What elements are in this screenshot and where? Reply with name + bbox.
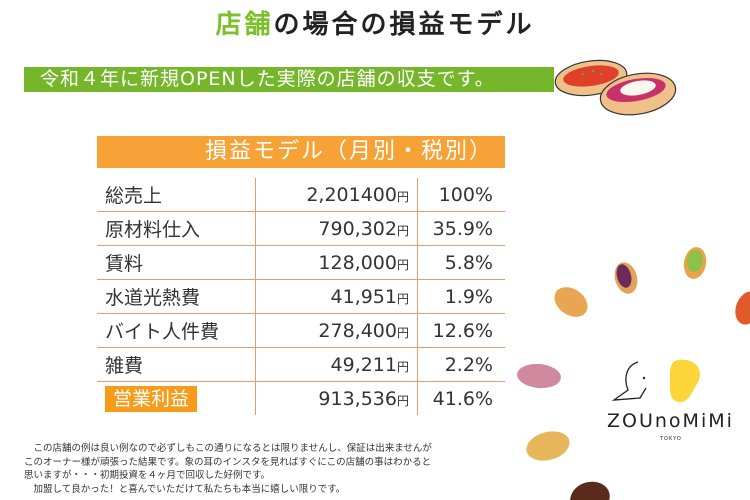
- row-label: 総売上: [97, 178, 256, 212]
- snack-decoration-icon: [517, 247, 750, 500]
- profit-loss-table: 総売上 2,201400円 100% 原材料仕入 790,302円 35.9% …: [97, 178, 505, 415]
- table-row: 水道光熱費 41,951円 1.9%: [97, 279, 505, 314]
- row-label: 原材料仕入: [97, 211, 256, 246]
- brand-logo-text: ZOUnoMiMi: [607, 410, 734, 432]
- row-amount: 49,211円: [255, 347, 418, 382]
- page-title: 店舗の場合の損益モデル: [0, 4, 750, 41]
- pizza-illustration-icon: [554, 59, 628, 97]
- table-row: 賃料 128,000円 5.8%: [97, 245, 505, 280]
- row-percent: 100%: [417, 178, 505, 212]
- row-percent: 35.9%: [417, 211, 505, 246]
- row-percent: 41.6%: [432, 387, 493, 410]
- row-amount: 128,000円: [255, 245, 418, 280]
- row-percent: 12.6%: [417, 313, 505, 348]
- profit-label: 営業利益: [105, 385, 198, 412]
- row-percent: 1.9%: [417, 279, 505, 314]
- row-percent: 5.8%: [417, 245, 505, 280]
- table-row: 総売上 2,201400円 100%: [97, 178, 505, 212]
- row-label: バイト人件費: [97, 313, 256, 348]
- disclaimer-note: この店舗の例は良い例なので必ずしもこの通りになるとは限りませんし、保証は出来ませ…: [24, 443, 432, 495]
- brand-logo-subtext: TOKYO: [660, 436, 682, 442]
- table-row-profit: 営業利益 913,536円 41.6%: [97, 381, 505, 416]
- row-amount: 2,201400円: [255, 178, 418, 212]
- row-label: 営業利益: [97, 382, 256, 416]
- table-heading: 損益モデル（月別・税別）: [97, 136, 505, 168]
- row-amount: 278,400円: [255, 313, 418, 348]
- row-label: 水道光熱費: [97, 279, 256, 314]
- subtitle-banner: 令和４年に新規OPENした実際の店舗の収支です。: [24, 67, 554, 92]
- row-label: 雑費: [97, 347, 256, 382]
- row-amount: 913,536円: [255, 381, 418, 415]
- row-percent: 2.2%: [417, 347, 505, 382]
- table-row: バイト人件費 278,400円 12.6%: [97, 313, 505, 348]
- row-label: 賃料: [97, 245, 256, 280]
- pizza-illustration-icon: [599, 72, 677, 116]
- title-rest: の場合の損益モデル: [273, 10, 535, 40]
- elephant-logo-icon: [611, 359, 700, 403]
- table-row: 雑費 49,211円 2.2%: [97, 347, 505, 382]
- row-amount: 41,951円: [255, 279, 418, 314]
- row-amount: 790,302円: [255, 211, 418, 246]
- table-row: 原材料仕入 790,302円 35.9%: [97, 211, 505, 246]
- title-accent: 店舗: [215, 10, 274, 40]
